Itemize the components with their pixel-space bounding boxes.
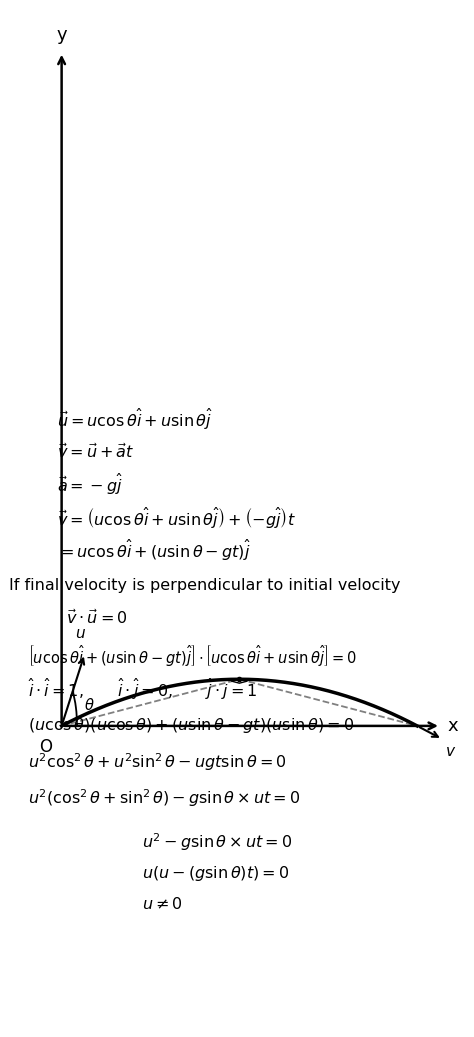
Text: $u^2 - g\sin\theta \times ut = 0$: $u^2 - g\sin\theta \times ut = 0$ [142,832,292,852]
Text: $\vec{u} = u\cos\theta\hat{i} + u\sin\theta\hat{j}$: $\vec{u} = u\cos\theta\hat{i} + u\sin\th… [57,408,213,432]
Text: $= u\cos\theta\hat{i} + \left(u\sin\theta - gt\right)\hat{j}$: $= u\cos\theta\hat{i} + \left(u\sin\thet… [57,538,251,563]
Text: x: x [448,717,458,735]
Text: $\vec{v} = \left(u\cos\theta\hat{i} + u\sin\theta\hat{j}\right) + \left(-g\hat{j: $\vec{v} = \left(u\cos\theta\hat{i} + u\… [57,506,296,531]
Text: O: O [39,738,52,756]
Text: $u \neq 0$: $u \neq 0$ [142,896,183,913]
Text: v: v [446,745,455,759]
Text: $\left[u\cos\theta\hat{i} + \left(u\sin\theta - gt\right)\hat{j}\right]\cdot\lef: $\left[u\cos\theta\hat{i} + \left(u\sin\… [28,643,357,668]
Text: $\vec{a} = -g\hat{j}$: $\vec{a} = -g\hat{j}$ [57,472,123,497]
Text: If final velocity is perpendicular to initial velocity: If final velocity is perpendicular to in… [9,579,401,593]
Text: $\vec{v} = \vec{u} + \vec{a}t$: $\vec{v} = \vec{u} + \vec{a}t$ [57,443,134,461]
Text: $u\left(u - \left(g\sin\theta\right)t\right) = 0$: $u\left(u - \left(g\sin\theta\right)t\ri… [142,864,290,882]
Text: $\vec{v}\cdot\vec{u} = 0$: $\vec{v}\cdot\vec{u} = 0$ [66,609,128,627]
Text: u: u [75,626,85,641]
Text: $\left(u\cos\theta\right)\left(u\cos\theta\right) + \left(u\sin\theta - gt\right: $\left(u\cos\theta\right)\left(u\cos\the… [28,717,355,735]
Text: $u^2\cos^2\theta + u^2\sin^2\theta - ugt\sin\theta = 0$: $u^2\cos^2\theta + u^2\sin^2\theta - ugt… [28,752,287,773]
Text: y: y [56,26,67,44]
Text: $\theta$: $\theta$ [84,698,95,713]
Text: $u^2\left(\cos^2\theta + \sin^2\theta\right) - g\sin\theta \times ut = 0$: $u^2\left(\cos^2\theta + \sin^2\theta\ri… [28,788,301,809]
Text: $\hat{i}\cdot\hat{i} = 1, \qquad \hat{i}\cdot\hat{j} = 0, \qquad \hat{j}\cdot\ha: $\hat{i}\cdot\hat{i} = 1, \qquad \hat{i}… [28,677,258,702]
